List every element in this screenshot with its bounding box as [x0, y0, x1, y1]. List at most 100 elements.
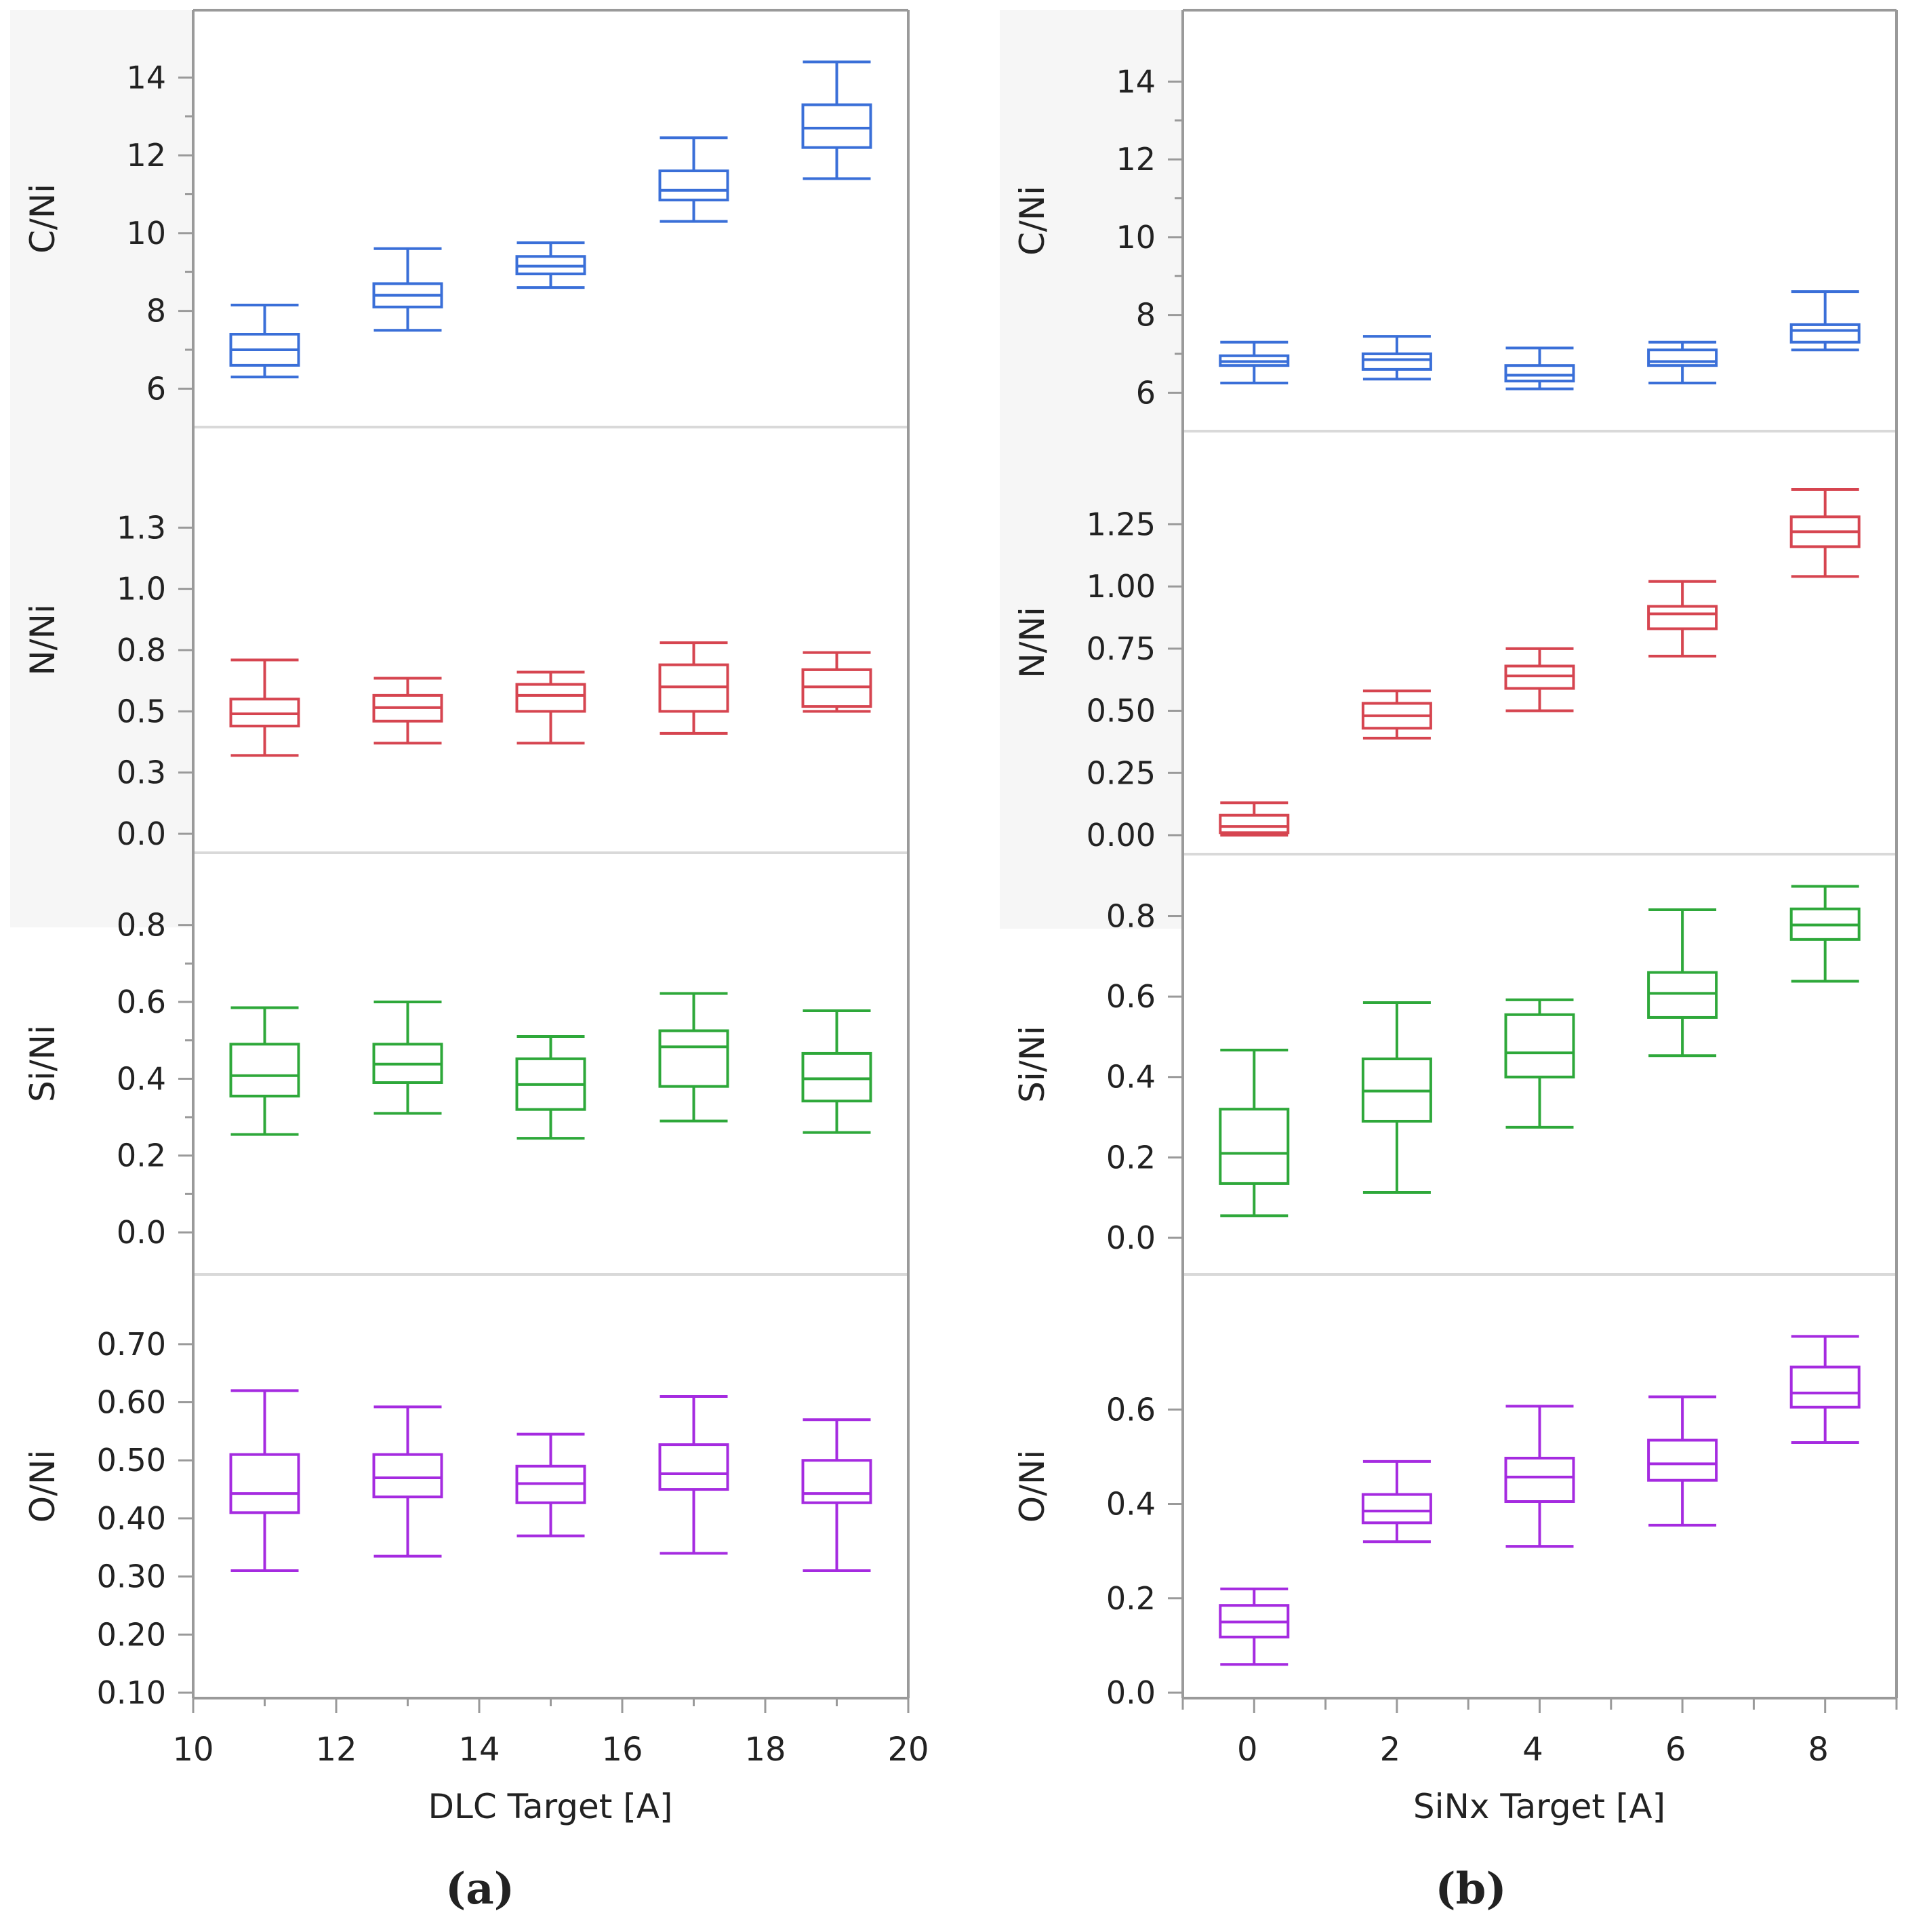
y-tick-label: 0.40: [97, 1500, 166, 1537]
iqr-box: [1647, 1438, 1718, 1482]
y-axis-label: N/Ni: [23, 604, 62, 676]
facet-label-background: [1000, 10, 1183, 929]
y-tick-label: 0.5: [117, 693, 166, 729]
box-plot: [515, 670, 586, 745]
x-tick-label: 2: [1380, 1731, 1401, 1769]
y-tick-label: 0.10: [97, 1674, 166, 1711]
box-plot: [229, 303, 300, 379]
iqr-box: [1789, 1365, 1861, 1409]
x-tick-label: 4: [1522, 1731, 1543, 1769]
iqr-box: [1361, 1493, 1432, 1525]
y-tick-label: 8: [146, 293, 166, 329]
y-tick-label: 0.6: [1106, 978, 1156, 1015]
y-tick-label: 1.25: [1087, 506, 1156, 542]
x-tick-label: 8: [1808, 1731, 1829, 1769]
y-tick-label: 0.60: [97, 1384, 166, 1421]
box-plot: [1504, 1405, 1575, 1548]
iqr-box: [658, 1443, 729, 1491]
x-tick-label: 6: [1665, 1731, 1686, 1769]
y-tick-label: 0.3: [117, 754, 166, 791]
box-plot: [1219, 1587, 1290, 1666]
iqr-box: [801, 103, 872, 149]
facet-c-ni: 6 8 10 12 14 C/Ni: [1013, 63, 1897, 432]
box-plot: [1219, 1048, 1290, 1217]
box-plot: [1504, 998, 1575, 1129]
facet-si-ni: 0.0 0.2 0.4 0.6 0.8 Si/Ni: [1013, 885, 1897, 1276]
iqr-box: [229, 1453, 300, 1514]
box-plot: [1789, 1335, 1861, 1444]
box-plot: [1647, 580, 1718, 658]
y-tick-label: 6: [146, 370, 166, 407]
x-tick-label: 18: [744, 1731, 786, 1769]
y-tick-label: 10: [1116, 219, 1156, 256]
box-plot: [658, 1394, 729, 1555]
box-plot: [1789, 290, 1861, 352]
facet-o-ni: 0.10 0.20 0.30 0.40 0.50 0.60 0.70 O/Ni: [23, 1326, 872, 1711]
y-axis-label: N/Ni: [1013, 607, 1052, 679]
y-tick-label: 0.8: [1106, 898, 1156, 934]
box-plot: [372, 247, 443, 332]
y-tick-label: 1.3: [117, 509, 166, 546]
y-tick-label: 0.00: [1087, 817, 1156, 853]
x-tick-label: 16: [601, 1731, 643, 1769]
y-tick-label: 0.8: [117, 632, 166, 668]
box-plot: [1361, 689, 1432, 740]
box-plot: [229, 1006, 300, 1136]
y-tick-label: 0.4: [1106, 1486, 1156, 1523]
y-tick-label: 0.70: [97, 1326, 166, 1363]
y-tick-label: 12: [1116, 141, 1156, 178]
panel-b: 68101214C/Ni0.000.250.500.751.001.25N/Ni…: [1000, 9, 1898, 1914]
box-plot: [515, 1035, 586, 1140]
facet-si-ni: 0.0 0.2 0.4 0.6 0.8 Si/Ni: [23, 907, 908, 1276]
box-plot: [1789, 885, 1861, 983]
y-axis-label: O/Ni: [1013, 1450, 1052, 1523]
y-tick-label: 0.75: [1087, 630, 1156, 667]
box-plot: [515, 1432, 586, 1537]
facet-n-ni: 0.00 0.25 0.50 0.75 1.00 1.25 N/Ni: [1013, 488, 1897, 856]
box-plot: [801, 1418, 872, 1573]
iqr-box: [515, 683, 586, 713]
box-plot: [1647, 1395, 1718, 1527]
y-tick-label: 0.2: [1106, 1580, 1156, 1617]
box-plot: [372, 1405, 443, 1558]
box-plot: [372, 1001, 443, 1115]
y-tick-label: 1.00: [1087, 568, 1156, 605]
iqr-box: [1647, 348, 1718, 367]
y-tick-label: 0.8: [117, 907, 166, 944]
y-tick-label: 10: [126, 215, 166, 251]
facet-o-ni: 0.0 0.2 0.4 0.6 O/Ni: [1013, 1335, 1861, 1711]
y-tick-label: 0.6: [117, 984, 166, 1020]
box-plot: [658, 992, 729, 1123]
iqr-box: [801, 1459, 872, 1504]
box-plot: [1789, 488, 1861, 578]
x-axis-label: DLC Target [A]: [428, 1787, 673, 1826]
iqr-box: [1361, 352, 1432, 371]
y-axis-label: O/Ni: [23, 1450, 62, 1523]
iqr-box: [658, 1029, 729, 1088]
y-tick-label: 0.0: [1106, 1674, 1156, 1711]
iqr-box: [1219, 1108, 1290, 1185]
y-tick-label: 6: [1136, 374, 1156, 411]
y-tick-label: 14: [1116, 63, 1156, 100]
y-tick-label: 0.0: [117, 1214, 166, 1251]
y-axis-label: C/Ni: [23, 184, 62, 254]
x-tick-label: 20: [887, 1731, 929, 1769]
facet-label-background: [10, 10, 193, 927]
box-plot: [1219, 340, 1290, 384]
box-plot: [1647, 340, 1718, 384]
facet-c-ni: 6 8 10 12 14 C/Ni: [23, 59, 908, 428]
box-plot: [515, 241, 586, 289]
box-plot: [801, 651, 872, 713]
iqr-box: [1504, 364, 1575, 383]
y-tick-label: 0.50: [97, 1442, 166, 1478]
iqr-box: [229, 1043, 300, 1098]
y-tick-label: 0.2: [117, 1138, 166, 1174]
box-plot: [1361, 1460, 1432, 1544]
facet-n-ni: 0.0 0.3 0.5 0.8 1.0 1.3 N/Ni: [23, 509, 908, 854]
iqr-box: [658, 169, 729, 202]
box-plot: [1504, 346, 1575, 390]
x-tick-label: 10: [172, 1731, 214, 1769]
panel-caption: (a): [445, 1864, 514, 1914]
x-axis-label: SiNx Target [A]: [1413, 1787, 1665, 1826]
box-plot: [1504, 647, 1575, 712]
